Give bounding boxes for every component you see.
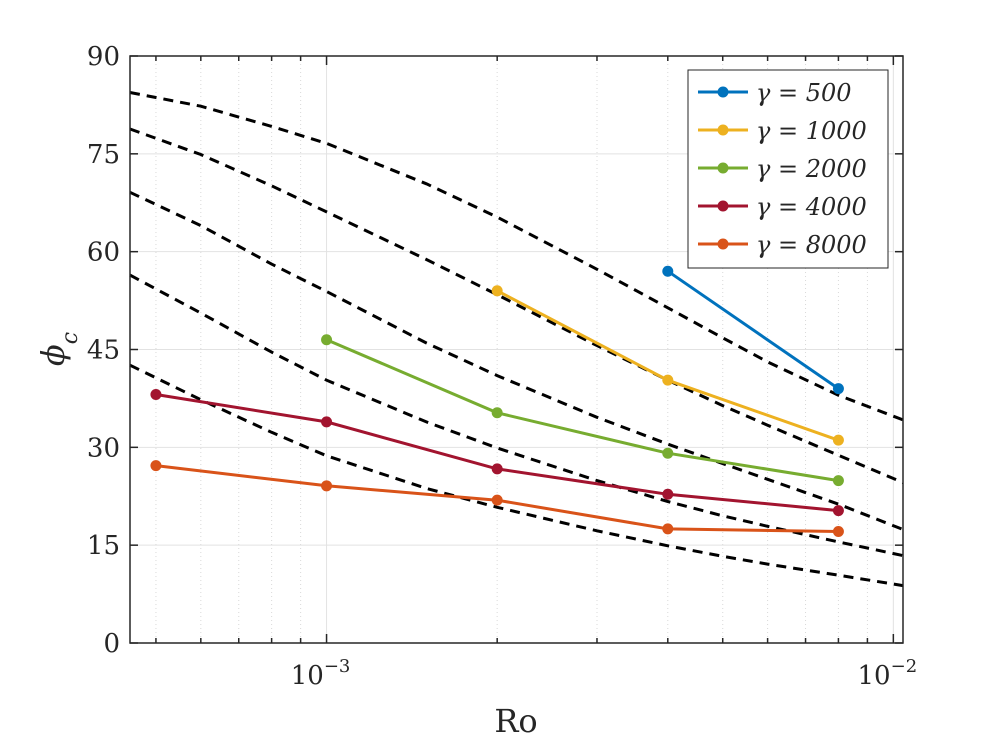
data-point [491,494,503,506]
x-tick-label: 10−3 [291,656,351,691]
data-point [491,407,503,419]
legend-marker [717,124,729,136]
dashed-curve-3 [129,190,904,531]
data-point [150,389,162,401]
legend-label: γ = 8000 [756,231,867,259]
legend-item-1[interactable]: γ = 500 [698,79,852,107]
data-point [832,525,844,537]
x-tick-label: 10−2 [858,656,918,691]
series-line [666,269,840,390]
data-point [662,523,674,535]
y-axis-title-symbol: ϕ [34,344,72,366]
data-point [491,285,503,297]
data-point [321,480,333,492]
data-point [662,447,674,459]
legend-label: γ = 2000 [756,155,867,183]
data-point [832,383,844,395]
legend-item-2[interactable]: γ = 1000 [698,117,867,145]
y-axis-title: ϕc [34,332,83,366]
legend-label: γ = 500 [756,79,852,107]
data-point [832,434,844,446]
legend-marker [717,200,729,212]
y-tick-label: 15 [87,531,120,561]
dashed-curve-4 [129,273,904,558]
series-2 [491,285,844,446]
legend[interactable]: γ = 500 γ = 1000 γ = 2000 γ = 4000 γ = 8000 [687,69,889,269]
x-axis-title: Ro [494,702,537,740]
y-tick-label: 30 [87,433,120,463]
legend-label: γ = 4000 [756,193,867,221]
data-point [662,265,674,277]
series-3 [321,334,844,487]
data-point [662,374,674,386]
data-point [832,475,844,487]
data-point [321,416,333,428]
y-axis-title-subscript: c [58,332,83,344]
legend-item-3[interactable]: γ = 2000 [698,155,867,183]
y-tick-label: 0 [103,629,120,659]
data-point [491,463,503,475]
reference-curves [129,91,904,588]
y-tick-label: 75 [87,140,120,170]
y-tick-label: 90 [87,42,120,72]
series-line [326,338,839,483]
legend-marker [717,162,729,174]
legend-item-5[interactable]: γ = 8000 [698,231,867,259]
y-tick-label: 60 [87,238,120,268]
data-point [832,505,844,517]
data-series [150,265,844,537]
x-axis-ticks: 10−3 10−2 [155,56,918,691]
dashed-curve-1 [129,91,904,422]
dashed-curve-2 [129,127,904,484]
data-point [321,334,333,346]
data-point [150,460,162,472]
dashed-curve-5 [129,363,904,588]
legend-marker [717,86,729,98]
legend-label: γ = 1000 [756,117,867,145]
series-1 [662,265,844,395]
legend-item-4[interactable]: γ = 4000 [698,193,867,221]
y-axis-ticks: 0 15 30 45 60 75 90 [87,42,903,659]
svg-text:ϕc: ϕc [34,332,83,366]
legend-marker [717,238,729,250]
series-4 [150,389,844,517]
series-5 [150,460,844,537]
data-point [662,488,674,500]
y-tick-label: 45 [87,336,120,366]
